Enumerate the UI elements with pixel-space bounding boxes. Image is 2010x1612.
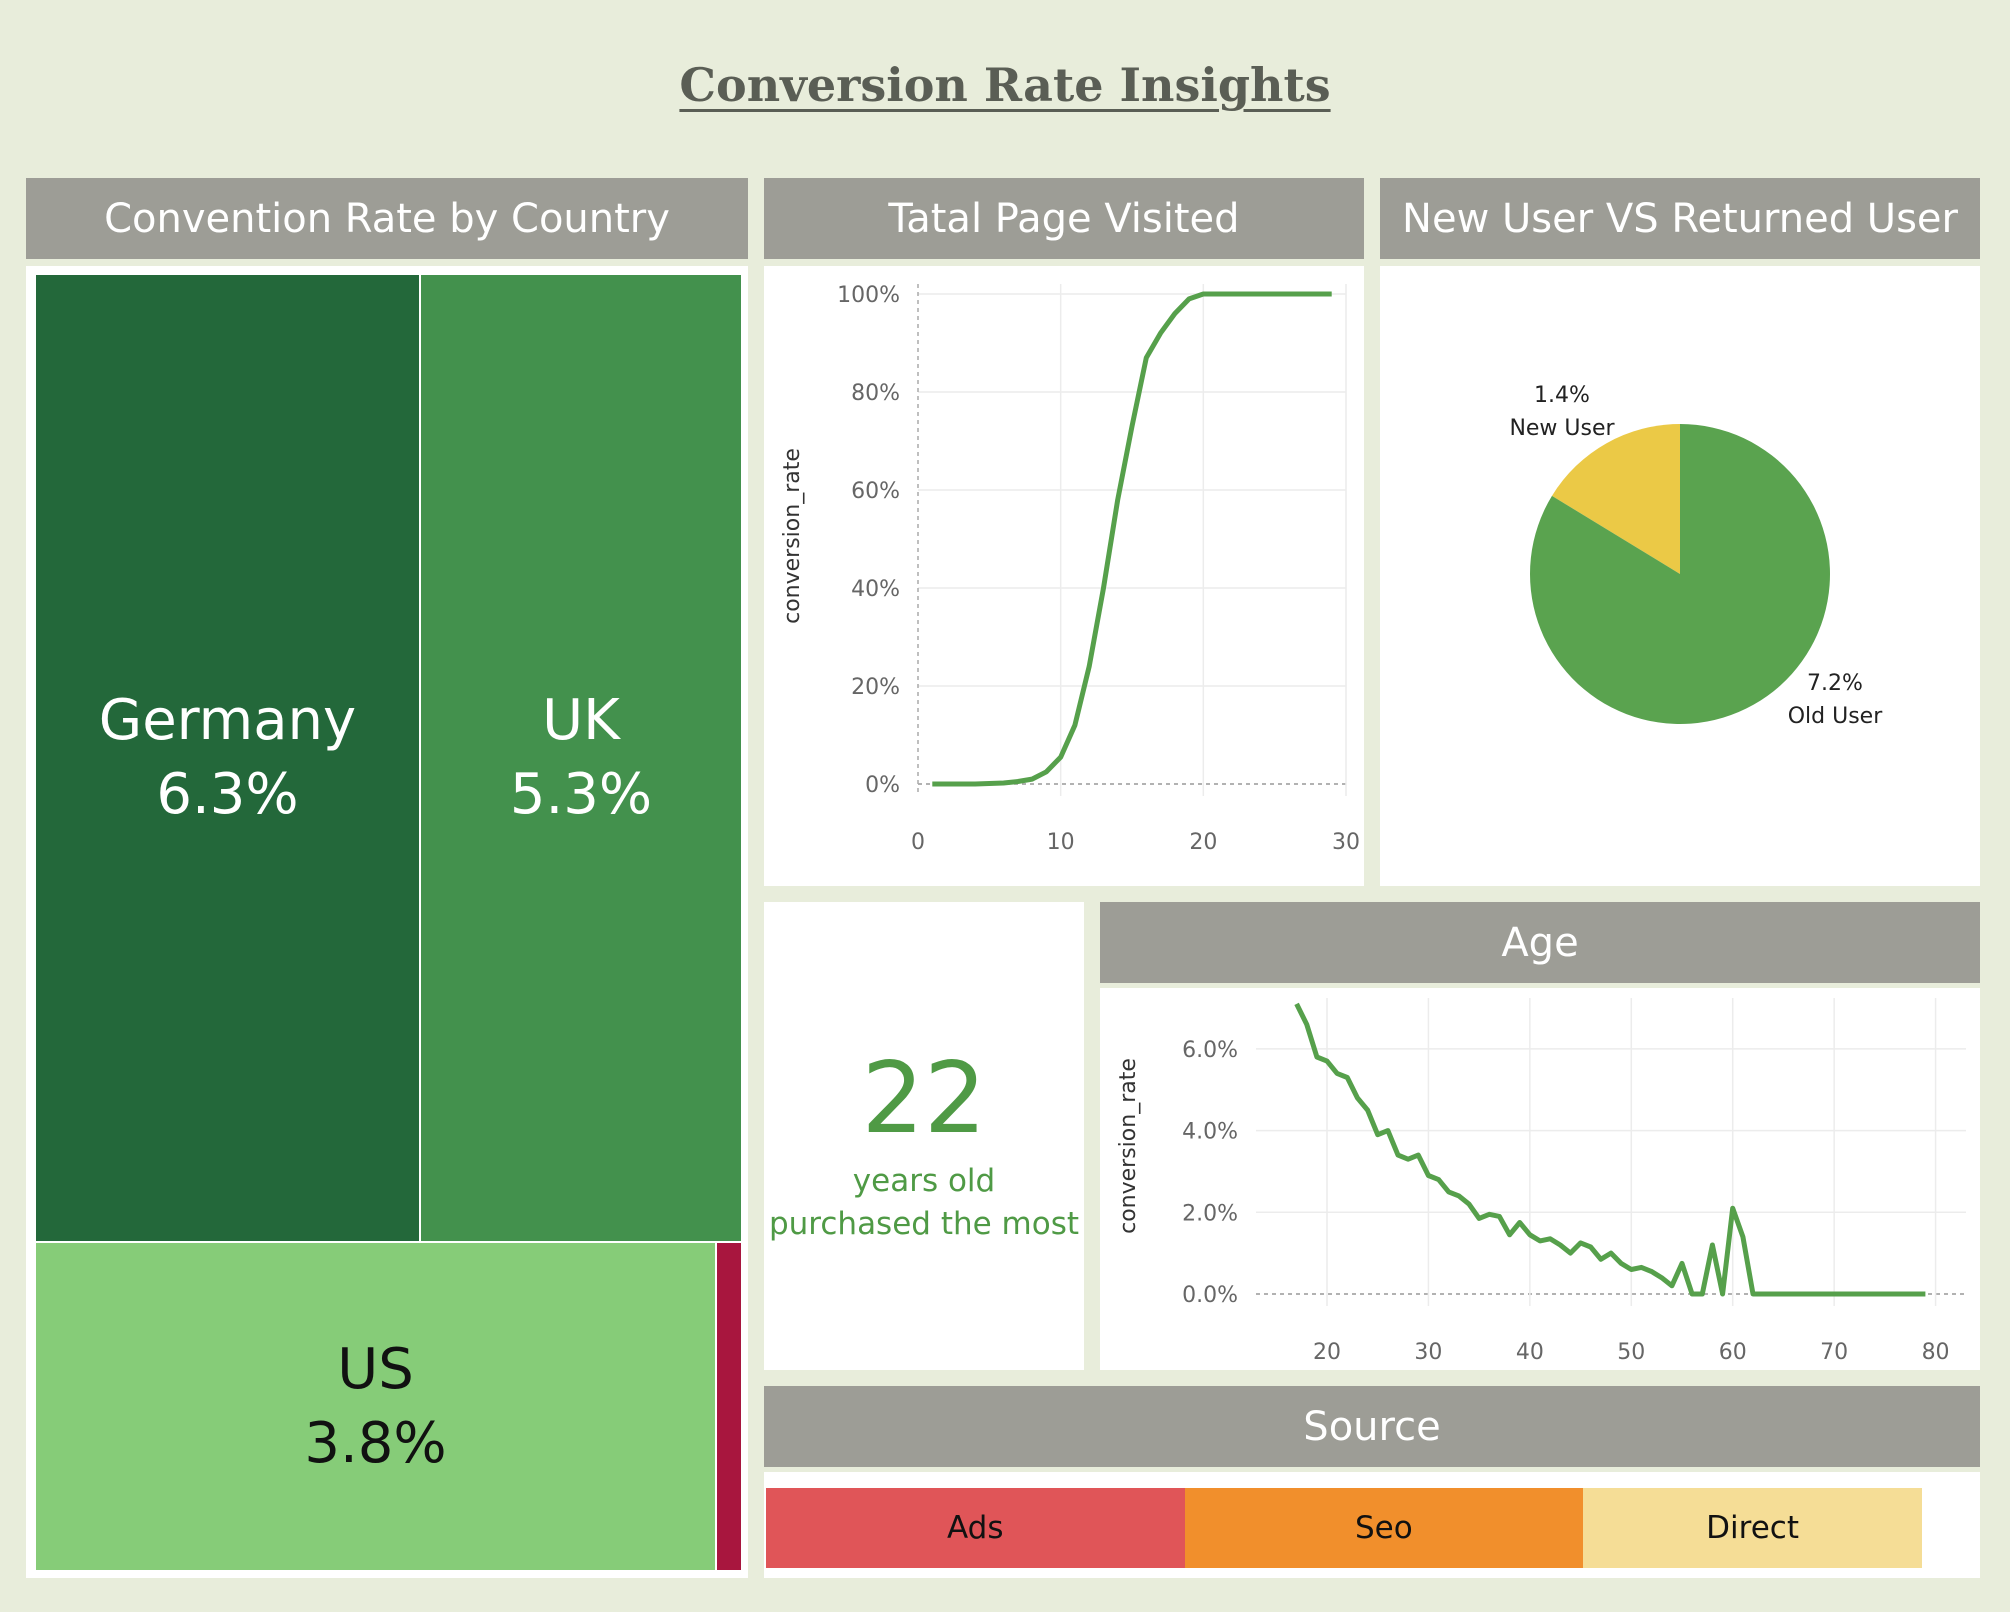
age-x-tick-label: 80 — [1922, 1340, 1950, 1365]
kpi-card: 22 years old purchased the most — [764, 902, 1084, 1370]
source-label-seo: Seo — [1354, 1510, 1413, 1546]
pie-slice-old-user[interactable] — [1530, 424, 1830, 724]
treemap-cell-germany[interactable]: Germany 6.3% — [36, 275, 419, 1241]
age-x-tick-label: 30 — [1414, 1340, 1442, 1365]
pages-x-tick-label: 30 — [1332, 830, 1360, 855]
age-y-tick-label: 6.0% — [1182, 1038, 1238, 1063]
page-title: Conversion Rate Insights — [679, 58, 1331, 112]
source-bar-panel: Ads Seo Direct — [764, 1472, 1980, 1578]
source-panel-header: Source — [764, 1386, 1980, 1467]
pages-y-tick-label: 60% — [851, 479, 900, 504]
pages-y-tick-label: 0% — [865, 773, 900, 798]
pages-series-line[interactable] — [932, 291, 1332, 787]
source-label-ads: Ads — [947, 1510, 1004, 1546]
kpi-caption-line2: purchased the most — [768, 1206, 1080, 1242]
pages-chart-panel: conversion_rate 0% 20% 40% 60% 80% 100% 0 10 20… — [764, 266, 1364, 886]
pie-label-new-value: 1.4% — [1534, 383, 1590, 408]
pie-label-old-value: 7.2% — [1807, 671, 1863, 696]
source-segment-direct[interactable]: Direct — [1583, 1488, 1922, 1568]
treemap-value-uk: 5.3% — [509, 762, 653, 827]
country-panel-header: Convention Rate by Country — [26, 178, 748, 259]
age-line-chart: conversion_rate 0.0% 2.0% 4.0% 6.0% 20 30 40 5… — [1116, 998, 1966, 1365]
age-chart-panel: conversion_rate 0.0% 2.0% 4.0% 6.0% 20 30 40 5… — [1100, 988, 1980, 1370]
treemap-cell-small[interactable] — [717, 1243, 741, 1570]
users-pie-panel: 1.4% New User 7.2% Old User — [1380, 266, 1980, 886]
source-segment-seo[interactable]: Seo — [1184, 1488, 1584, 1568]
pages-panel-header: Tatal Page Visited — [764, 178, 1364, 259]
pages-y-tick-label: 40% — [851, 577, 900, 602]
pages-y-tick-label: 80% — [851, 381, 900, 406]
users-panel-header: New User VS Returned User — [1380, 178, 1980, 259]
treemap-label-germany: Germany — [98, 688, 357, 753]
age-y-tick-label: 0.0% — [1182, 1283, 1238, 1308]
age-series-line[interactable] — [1294, 1002, 1926, 1297]
treemap-value-germany: 6.3% — [156, 762, 299, 827]
pie-label-new-name: New User — [1509, 416, 1615, 441]
source-label-direct: Direct — [1706, 1510, 1799, 1546]
pages-x-tick-label: 10 — [1047, 830, 1075, 855]
pages-y-axis-label: conversion_rate — [780, 448, 805, 624]
treemap-label-us: US — [337, 1336, 414, 1402]
age-x-tick-label: 60 — [1719, 1340, 1747, 1365]
age-panel-header: Age — [1100, 902, 1980, 983]
treemap-value-us: 3.8% — [304, 1410, 447, 1476]
pages-line-chart: conversion_rate 0% 20% 40% 60% 80% 100% 0 10 20… — [780, 283, 1360, 855]
source-stacked-bar: Ads Seo Direct — [766, 1488, 1922, 1568]
source-segment-ads[interactable]: Ads — [766, 1488, 1185, 1568]
age-x-tick-label: 40 — [1516, 1340, 1544, 1365]
age-y-tick-label: 2.0% — [1182, 1201, 1238, 1226]
treemap-cell-us[interactable]: US 3.8% — [36, 1243, 715, 1570]
treemap-label-uk: UK — [542, 688, 620, 753]
age-x-tick-label: 20 — [1313, 1340, 1341, 1365]
pages-x-tick-label: 20 — [1189, 830, 1217, 855]
age-y-tick-label: 4.0% — [1182, 1120, 1238, 1145]
age-x-tick-label: 50 — [1617, 1340, 1645, 1365]
age-y-axis-label: conversion_rate — [1116, 1058, 1141, 1234]
users-pie-chart: 1.4% New User 7.2% Old User — [1509, 383, 1883, 729]
pages-y-tick-label: 20% — [851, 675, 900, 700]
treemap-cell-uk[interactable]: UK 5.3% — [421, 275, 741, 1241]
kpi-caption-line1: years old — [852, 1163, 996, 1199]
country-treemap-panel: Germany 6.3% UK 5.3% US 3.8% — [26, 266, 748, 1578]
pie-slice-new-user[interactable] — [1551, 424, 1680, 574]
kpi-value: 22 — [861, 1042, 987, 1156]
pages-x-tick-label: 0 — [911, 830, 925, 855]
pie-label-old-name: Old User — [1788, 704, 1883, 729]
pages-y-tick-label: 100% — [837, 283, 900, 308]
age-x-tick-label: 70 — [1820, 1340, 1848, 1365]
